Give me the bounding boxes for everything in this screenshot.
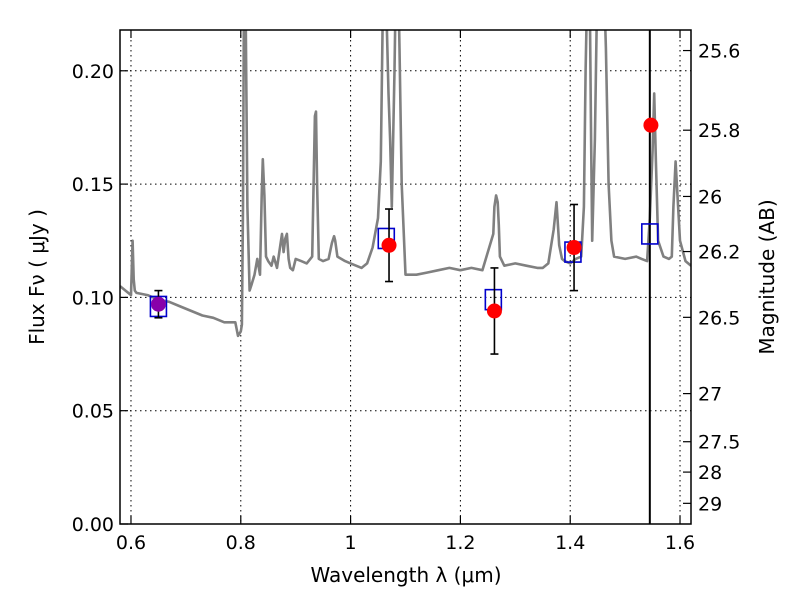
photometry-point xyxy=(486,303,502,319)
model-point-square xyxy=(641,223,659,245)
y-tick-label: 0.00 xyxy=(72,514,114,536)
magnitude-tick-label: 26.2 xyxy=(698,242,740,264)
magnitude-tick-label: 28 xyxy=(698,462,722,484)
magnitude-tick-label: 26 xyxy=(698,186,722,208)
x-tick-label: 0.8 xyxy=(226,532,256,554)
x-tick-label: 1.4 xyxy=(555,532,585,554)
magnitude-tick-label: 27.5 xyxy=(698,432,740,454)
model-spectrum-line xyxy=(120,30,691,338)
magnitude-axis-ticks: 25.6 25.8 26 26.2 26.5 27 27.5 28 29 xyxy=(683,41,740,515)
plot-frame xyxy=(119,29,692,525)
photometry-point xyxy=(643,117,659,133)
observed-photometry-points xyxy=(150,117,659,319)
y-tick-label: 0.20 xyxy=(72,61,114,83)
x-tick-label: 1.6 xyxy=(665,532,695,554)
magnitude-tick-label: 27 xyxy=(698,384,722,406)
x-tick-label: 1.2 xyxy=(445,532,475,554)
magnitude-tick-label: 25.8 xyxy=(698,120,740,142)
photometry-point xyxy=(566,240,582,256)
y-tick-label: 0.05 xyxy=(72,401,114,423)
magnitude-tick-label: 26.5 xyxy=(698,307,740,329)
photometry-point xyxy=(150,296,166,312)
photometry-point xyxy=(381,237,397,253)
y-tick-label: 0.10 xyxy=(72,287,114,309)
magnitude-tick-label: 29 xyxy=(698,493,722,515)
magnitude-tick-label: 25.6 xyxy=(698,41,740,63)
x-axis-ticks: 0.6 0.8 1 1.2 1.4 1.6 xyxy=(116,30,695,554)
magnitude-axis-title: Magnitude (AB) xyxy=(755,199,779,354)
x-tick-label: 1 xyxy=(345,532,357,554)
x-axis-title: Wavelength λ (μm) xyxy=(310,563,501,587)
x-tick-label: 0.6 xyxy=(116,532,146,554)
y-axis-title: Flux Fν ( μJy ) xyxy=(25,209,49,345)
y-axis-ticks: 0.00 0.05 0.10 0.15 0.20 xyxy=(72,61,128,536)
y-tick-label: 0.15 xyxy=(72,174,114,196)
